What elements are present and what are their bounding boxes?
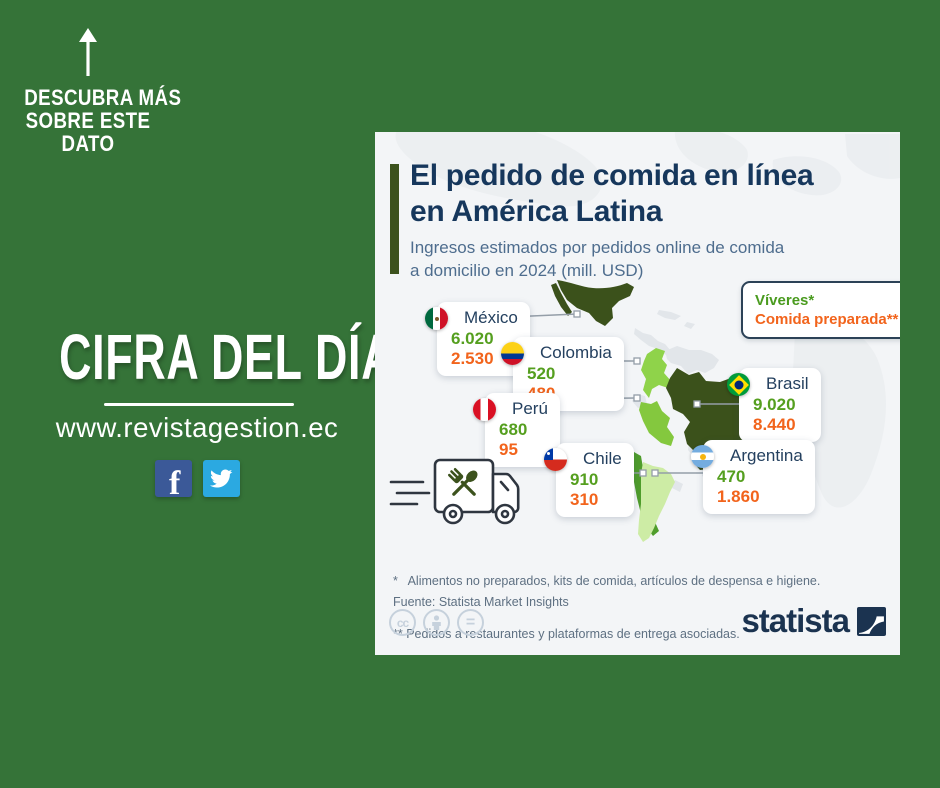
- website-link[interactable]: www.revistagestion.ec: [55, 412, 339, 443]
- chart-subtitle: Ingresos estimados por pedidos online de…: [410, 236, 784, 282]
- map-baja-california: [551, 283, 572, 316]
- map-uruguay: [672, 480, 683, 492]
- chile-flag-icon: [544, 448, 567, 471]
- legend-box: Víveres* Comida preparada**: [741, 281, 900, 339]
- delivery-truck-icon: [389, 458, 520, 525]
- statista-mark-icon: [857, 606, 886, 636]
- map-colombia: [641, 348, 671, 398]
- legend-prepared: Comida preparada**: [755, 311, 899, 328]
- cta-line-3: DATO: [61, 131, 115, 156]
- cta-block: DESCUBRA MÁS SOBRE ESTE DATO: [13, 26, 182, 156]
- up-arrow-icon: [79, 28, 97, 76]
- brasil-flag-icon: [727, 373, 750, 396]
- title-accent-bar: [390, 164, 399, 274]
- fork-spoon-icon: [447, 467, 478, 496]
- chart-subtitle-line1: Ingresos estimados por pedidos online de…: [410, 238, 785, 257]
- map-argentina: [638, 462, 675, 542]
- license-row: cc =: [389, 609, 484, 636]
- facebook-glyph: f: [169, 465, 181, 497]
- cc-icon: cc: [389, 609, 416, 636]
- map-central-america: [634, 328, 671, 355]
- cta-line-2: SOBRE ESTE: [25, 108, 151, 133]
- map-venezuela-guianas: [665, 346, 719, 374]
- colombia-flag-icon: [501, 342, 524, 365]
- social-row: f: [0, 460, 394, 497]
- infographic-card: El pedido de comida en línea en América …: [375, 132, 900, 655]
- map-hispaniola: [684, 322, 695, 329]
- title-divider: [104, 403, 294, 406]
- country-label-chile: Chile 910 310: [544, 443, 634, 517]
- map-peru: [639, 401, 674, 446]
- argentina-flag-icon: [691, 445, 714, 468]
- twitter-bird-icon: [210, 469, 233, 487]
- chart-subtitle-line2: a domicilio en 2024 (mill. USD): [410, 261, 644, 280]
- cta-line-1: DESCUBRA MÁS: [24, 85, 182, 110]
- twitter-icon[interactable]: [202, 460, 240, 497]
- map-mexico: [557, 280, 634, 326]
- legend-groceries: Víveres*: [755, 292, 815, 309]
- statista-logo: statista: [741, 602, 886, 640]
- footnote-1: * Alimentos no preparados, kits de comid…: [393, 574, 821, 588]
- chart-title-line1: El pedido de comida en línea: [410, 159, 814, 192]
- chart-title-line2: en América Latina: [410, 195, 663, 228]
- country-label-colombia: Colombia 520 480: [501, 337, 624, 411]
- map-cuba: [657, 310, 681, 320]
- source-note: Fuente: Statista Market Insights: [393, 595, 569, 609]
- country-label-brasil: Brasil 9.020 8.440: [727, 368, 821, 442]
- statista-wordmark: statista: [741, 602, 850, 639]
- cc-by-icon: [423, 609, 450, 636]
- cc-nd-icon: =: [457, 609, 484, 636]
- country-label-argentina: Argentina 470 1.860: [691, 440, 815, 514]
- peru-flag-icon: [473, 398, 496, 421]
- mexico-flag-icon: [425, 307, 448, 330]
- chart-title: El pedido de comida en línea en América …: [410, 158, 814, 230]
- page-title: CIFRA DEL DÍA: [59, 321, 395, 393]
- facebook-icon[interactable]: f: [154, 460, 192, 497]
